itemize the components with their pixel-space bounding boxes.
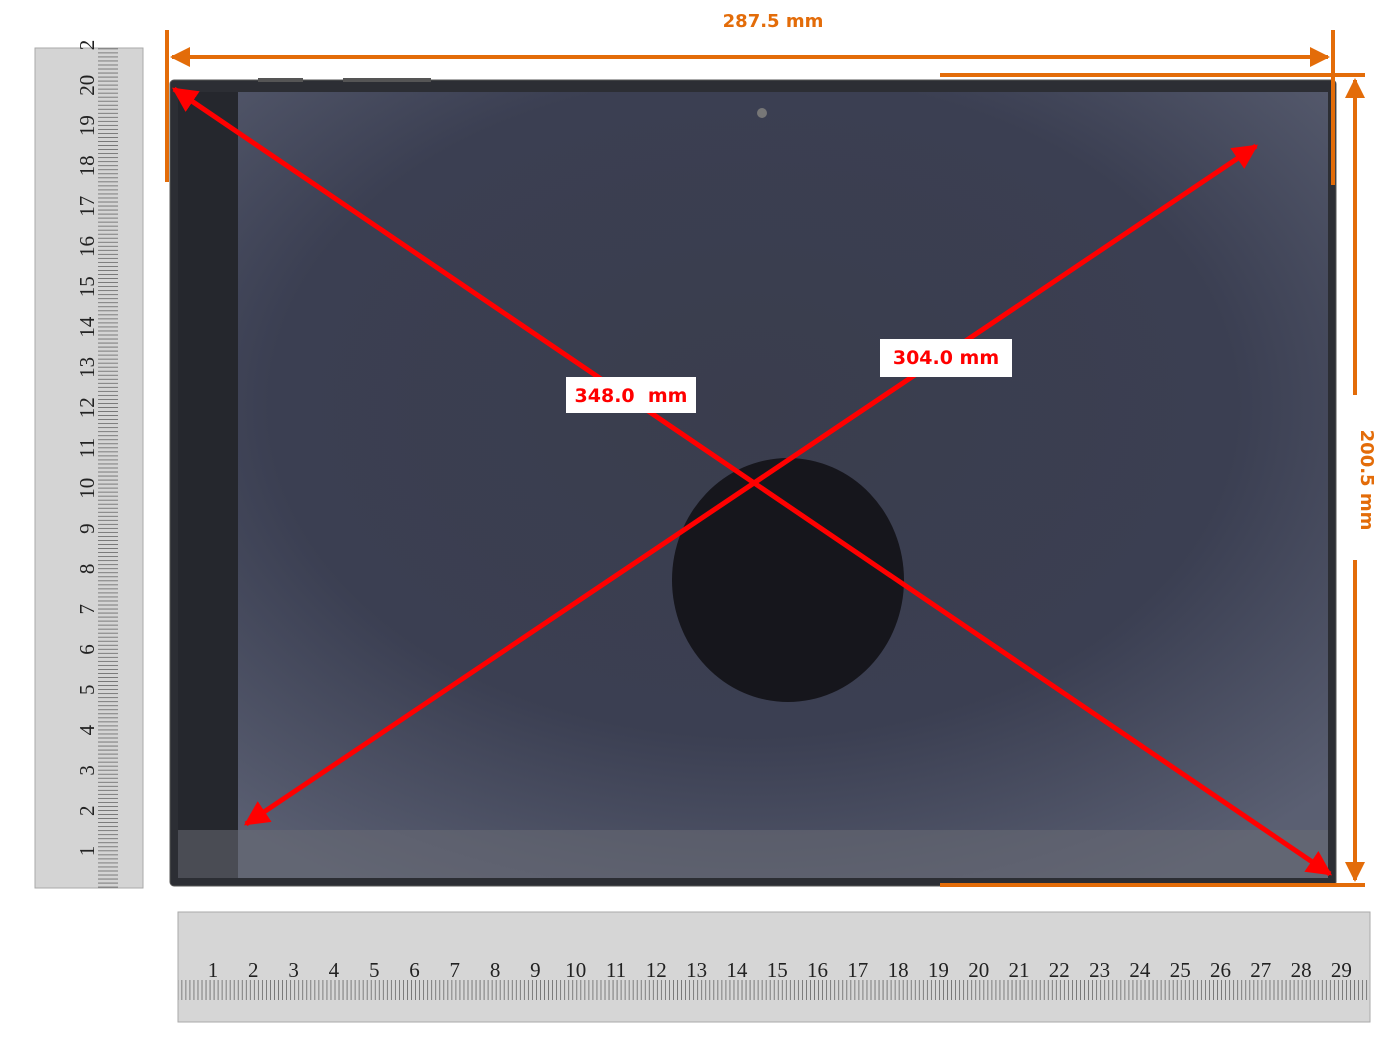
ruler-number: 21: [1009, 958, 1030, 982]
height-label: 200.5 mm: [1356, 430, 1377, 531]
ruler-number: 11: [606, 958, 626, 982]
ruler-number: 6: [75, 644, 99, 655]
ruler-number: 5: [369, 958, 380, 982]
ruler-number: 19: [75, 115, 99, 136]
ruler-number: 19: [928, 958, 949, 982]
ruler-number: 26: [1210, 958, 1231, 982]
ruler-number: 1: [208, 958, 219, 982]
ruler-number: 4: [75, 724, 99, 735]
ruler-number: 10: [75, 478, 99, 499]
ruler-number: 16: [75, 236, 99, 257]
ruler-number: 13: [686, 958, 707, 982]
ruler-number: 23: [1089, 958, 1110, 982]
ruler-number: 14: [75, 316, 99, 338]
ruler-number: 14: [726, 958, 748, 982]
ruler-number: 17: [847, 958, 868, 982]
ruler-number: 2: [75, 40, 99, 51]
ruler-number: 8: [75, 564, 99, 575]
photo: 12345678910111213141516171819202 1234567…: [0, 0, 1382, 1045]
ruler-number: 6: [409, 958, 420, 982]
ruler-number: 15: [75, 276, 99, 297]
ruler-number: 20: [75, 75, 99, 96]
ruler-number: 22: [1049, 958, 1070, 982]
ruler-number: 18: [75, 155, 99, 176]
diagonal-label: 304.0 mm: [893, 347, 999, 369]
ruler-number: 12: [75, 397, 99, 418]
ruler-number: 13: [75, 357, 99, 378]
ruler-number: 16: [807, 958, 828, 982]
ruler-number: 2: [248, 958, 259, 982]
ruler-number: 4: [329, 958, 340, 982]
ruler-number: 24: [1129, 958, 1151, 982]
ruler-number: 1: [75, 846, 99, 857]
ruler-number: 5: [75, 685, 99, 696]
ruler-number: 15: [767, 958, 788, 982]
ruler-number: 20: [968, 958, 989, 982]
ruler-number: 9: [75, 523, 99, 534]
ruler-number: 29: [1331, 958, 1352, 982]
ruler-number: 25: [1170, 958, 1191, 982]
ruler-number: 10: [565, 958, 586, 982]
ruler-number: 3: [288, 958, 299, 982]
ruler-number: 17: [75, 196, 99, 217]
ruler-number: 18: [888, 958, 909, 982]
ruler-number: 7: [75, 604, 99, 615]
ruler-number: 3: [75, 765, 99, 776]
ruler-number: 2: [75, 805, 99, 816]
width-label: 287.5 mm: [723, 11, 824, 32]
diagonal-label: 348.0 mm: [575, 385, 688, 407]
ruler-number: 12: [646, 958, 667, 982]
ruler-number: 8: [490, 958, 501, 982]
ruler-number: 9: [530, 958, 541, 982]
ruler-number: 11: [75, 438, 99, 458]
ruler-number: 7: [450, 958, 461, 982]
ruler-number: 27: [1250, 958, 1271, 982]
ruler-number: 28: [1291, 958, 1312, 982]
